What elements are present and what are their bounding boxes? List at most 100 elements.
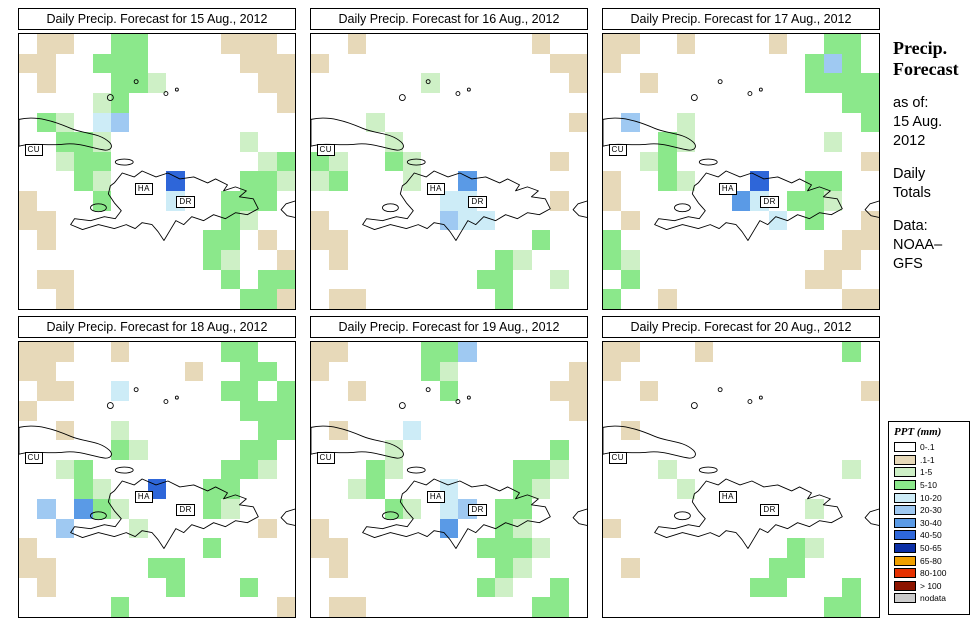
grid-cell (458, 92, 477, 113)
grid-cell (402, 597, 422, 617)
grid-cell (713, 289, 732, 309)
grid-cell (347, 400, 367, 421)
grid-cell (19, 597, 38, 617)
grid-cell (550, 210, 569, 231)
grid-cell (384, 269, 403, 290)
grid-cell (347, 518, 367, 539)
grid-cell (402, 34, 422, 54)
grid-cell (366, 230, 385, 251)
grid-cell (823, 420, 843, 441)
grid-cell (311, 191, 330, 211)
grid-cell (658, 53, 677, 74)
grid-cell (110, 400, 130, 421)
grid-cell (74, 289, 93, 309)
grid-cell (860, 577, 879, 598)
grid-cell (202, 132, 222, 152)
grid-cell (823, 381, 843, 401)
grid-cell (384, 191, 403, 211)
grid-cell (658, 171, 677, 192)
grid-cell (110, 34, 130, 54)
legend-swatch (894, 568, 916, 579)
grid-cell (311, 342, 330, 362)
grid-cell (311, 361, 330, 382)
grid-cell (531, 597, 551, 617)
grid-cell (731, 210, 751, 231)
grid-cell (384, 381, 403, 401)
grid-cell (786, 289, 806, 309)
grid-cell (258, 171, 277, 192)
grid-cell (366, 597, 385, 617)
grid-cell (384, 538, 403, 559)
grid-cell (147, 210, 167, 231)
grid-cell (347, 73, 367, 93)
grid-cell (166, 230, 185, 251)
grid-cell (166, 92, 185, 113)
grid-cell (221, 34, 240, 54)
grid-cell (860, 250, 879, 270)
grid-cell (786, 342, 806, 362)
grid-cell (694, 210, 714, 231)
grid-cell (202, 381, 222, 401)
grid-cell (713, 361, 732, 382)
island-label-ha: HA (426, 490, 446, 503)
grid-cell (92, 400, 111, 421)
grid-cell (202, 499, 222, 519)
grid-cell (713, 92, 732, 113)
grid-cell (19, 151, 38, 172)
grid-cell (184, 250, 203, 270)
grid-cell (513, 361, 532, 382)
grid-cell (786, 171, 806, 192)
grid-cell (550, 132, 569, 152)
grid-cell (384, 230, 403, 251)
grid-cell (37, 597, 56, 617)
grid-cell (823, 53, 843, 74)
grid-cell (202, 250, 222, 270)
grid-cell (550, 538, 569, 559)
grid-cell (731, 381, 751, 401)
grid-cell (439, 210, 459, 231)
grid-cell (55, 518, 75, 539)
grid-cell (494, 269, 514, 290)
grid-cell (694, 269, 714, 290)
island-label-dr: DR (176, 504, 195, 517)
grid-cell (110, 191, 130, 211)
grid-cell (676, 210, 695, 231)
grid-cell (110, 420, 130, 441)
grid-cell (531, 577, 551, 598)
grid-cell (568, 538, 587, 559)
grid-cell (329, 151, 348, 172)
grid-cell (19, 171, 38, 192)
grid-cell (713, 558, 732, 578)
grid-cell (147, 132, 167, 152)
grid-cell (494, 151, 514, 172)
grid-cell (805, 210, 824, 231)
grid-cell (568, 518, 587, 539)
grid-cell (713, 597, 732, 617)
grid-cell (147, 92, 167, 113)
grid-cell (92, 499, 111, 519)
grid-cell (439, 558, 459, 578)
grid-cell (276, 230, 295, 251)
grid-cell (823, 191, 843, 211)
legend-swatch (894, 505, 916, 516)
grid-cell (366, 440, 385, 460)
grid-cell (329, 499, 348, 519)
grid-cell (694, 518, 714, 539)
grid-cell (129, 440, 148, 460)
grid-cell (823, 230, 843, 251)
grid-cell (166, 459, 185, 480)
grid-cell (731, 400, 751, 421)
grid-cell (402, 499, 422, 519)
grid-cell (202, 34, 222, 54)
grid-cell (750, 112, 769, 133)
grid-cell (184, 289, 203, 309)
grid-cell (713, 400, 732, 421)
grid-cell (676, 73, 695, 93)
grid-cell (713, 577, 732, 598)
grid-cell (768, 459, 787, 480)
grid-cell (713, 342, 732, 362)
grid-cell (221, 151, 240, 172)
grid-cell (768, 171, 787, 192)
grid-cell (713, 210, 732, 231)
as-of-year: 2012 (893, 133, 926, 149)
